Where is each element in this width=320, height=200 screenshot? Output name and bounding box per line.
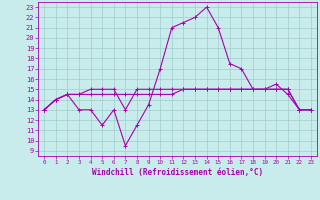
X-axis label: Windchill (Refroidissement éolien,°C): Windchill (Refroidissement éolien,°C)	[92, 168, 263, 177]
